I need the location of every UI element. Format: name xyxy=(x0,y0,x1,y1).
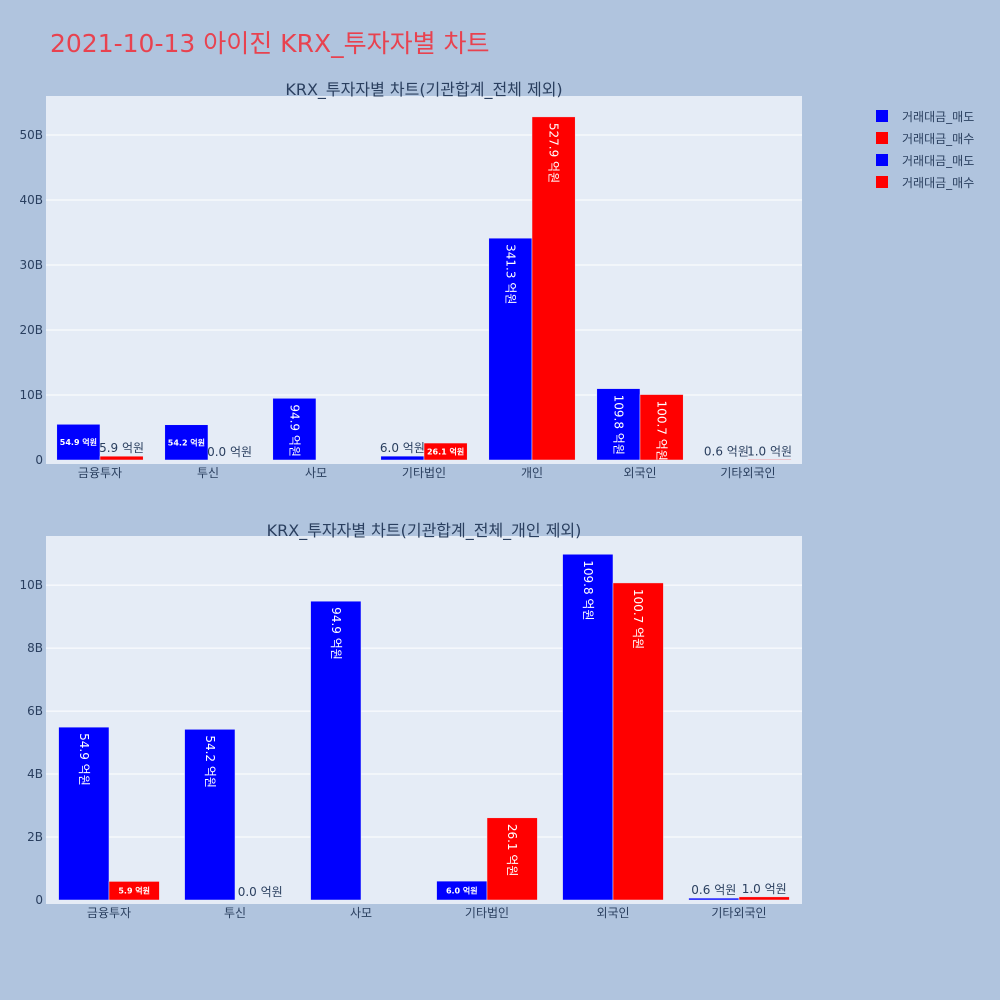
data-label: 0.0 억원 xyxy=(207,445,252,459)
legend-item[interactable]: 거래대금_매도 xyxy=(876,105,974,127)
data-label: 100.7 억원 xyxy=(631,589,645,649)
x-tick-label: 금융투자 xyxy=(87,906,131,920)
bar xyxy=(99,455,144,461)
legend-label: 거래대금_매도 xyxy=(902,153,975,168)
y-tick-label: 4B xyxy=(27,767,43,781)
bar xyxy=(688,897,740,901)
page-title: 2021-10-13 아이진 KRX_투자자별 차트 xyxy=(50,29,490,58)
legend-label: 거래대금_매수 xyxy=(902,175,975,190)
data-label: 54.9 억원 xyxy=(77,733,91,786)
data-label: 109.8 억원 xyxy=(581,560,595,620)
legend-swatch xyxy=(876,154,888,166)
data-label: 0.6 억원 xyxy=(704,445,749,459)
bar xyxy=(612,582,664,901)
bar xyxy=(272,398,317,461)
data-label: 94.9 억원 xyxy=(287,404,301,457)
x-tick-label: 기타외국인 xyxy=(720,466,775,480)
legend-swatch xyxy=(876,176,888,188)
bar xyxy=(184,729,236,901)
bar xyxy=(56,424,101,461)
chart-title: KRX_투자자별 차트(기관합계_전체_개인 제외) xyxy=(267,521,582,541)
data-label: 54.2 억원 xyxy=(203,735,217,788)
data-label: 94.9 억원 xyxy=(329,607,343,660)
bar xyxy=(108,881,160,901)
y-tick-label: 2B xyxy=(27,830,43,844)
data-label: 5.9 억원 xyxy=(118,886,150,896)
x-tick-label: 외국인 xyxy=(623,466,656,480)
x-tick-label: 투신 xyxy=(224,906,246,920)
legend-swatch xyxy=(876,110,888,122)
y-tick-label: 50B xyxy=(19,128,43,142)
y-tick-label: 30B xyxy=(19,258,43,272)
data-label: 0.6 억원 xyxy=(691,883,736,897)
y-tick-label: 8B xyxy=(27,641,43,655)
bar xyxy=(423,442,468,461)
legend-label: 거래대금_매도 xyxy=(902,109,975,124)
plot-area xyxy=(46,536,802,904)
bar xyxy=(164,424,209,461)
x-tick-label: 기타법인 xyxy=(465,906,509,920)
bar xyxy=(639,394,684,461)
legend-item[interactable]: 거래대금_매도 xyxy=(876,149,974,171)
data-label: 26.1 억원 xyxy=(505,824,519,877)
plot-area xyxy=(46,96,802,464)
x-tick-label: 금융투자 xyxy=(78,466,122,480)
x-tick-label: 사모 xyxy=(350,906,372,920)
bar xyxy=(596,388,641,461)
bar xyxy=(562,554,614,901)
data-label: 6.0 억원 xyxy=(446,886,478,896)
data-label: 109.8 억원 xyxy=(611,395,625,455)
bar xyxy=(488,237,533,461)
y-tick-label: 20B xyxy=(19,323,43,337)
legend-swatch xyxy=(876,132,888,144)
chart-title: KRX_투자자별 차트(기관합계_전체 제외) xyxy=(285,80,562,100)
y-tick-label: 10B xyxy=(19,578,43,592)
bar xyxy=(310,600,362,901)
bar xyxy=(58,726,110,901)
data-label: 1.0 억원 xyxy=(742,882,787,896)
y-tick-label: 6B xyxy=(27,704,43,718)
x-tick-label: 사모 xyxy=(305,466,327,480)
legend-label: 거래대금_매수 xyxy=(902,131,975,146)
data-label: 5.9 억원 xyxy=(99,441,144,455)
y-tick-label: 40B xyxy=(19,193,43,207)
bar xyxy=(531,116,576,461)
y-tick-label: 0 xyxy=(35,893,43,907)
data-label: 54.2 억원 xyxy=(168,437,205,447)
data-label: 54.9 억원 xyxy=(60,437,97,447)
data-label: 0.0 억원 xyxy=(238,885,283,899)
y-tick-label: 10B xyxy=(19,388,43,402)
legend-item[interactable]: 거래대금_매수 xyxy=(876,127,974,149)
x-tick-label: 기타법인 xyxy=(402,466,446,480)
data-label: 6.0 억원 xyxy=(380,441,425,455)
bar xyxy=(738,896,790,901)
legend-item[interactable]: 거래대금_매수 xyxy=(876,171,974,193)
data-label: 100.7 억원 xyxy=(655,401,669,461)
data-label: 341.3 억원 xyxy=(503,244,517,304)
x-tick-label: 개인 xyxy=(521,466,543,480)
data-label: 26.1 억원 xyxy=(427,447,464,457)
bar xyxy=(486,817,538,901)
legend: 거래대금_매도 거래대금_매수 거래대금_매도 거래대금_매수 xyxy=(876,105,974,193)
x-tick-label: 외국인 xyxy=(596,906,629,920)
data-label: 527.9 억원 xyxy=(547,123,561,183)
x-tick-label: 기타외국인 xyxy=(711,906,766,920)
x-tick-label: 투신 xyxy=(197,466,219,480)
data-label: 1.0 억원 xyxy=(747,444,792,458)
y-tick-label: 0 xyxy=(35,453,43,467)
bar xyxy=(380,455,425,461)
bar xyxy=(747,459,792,461)
